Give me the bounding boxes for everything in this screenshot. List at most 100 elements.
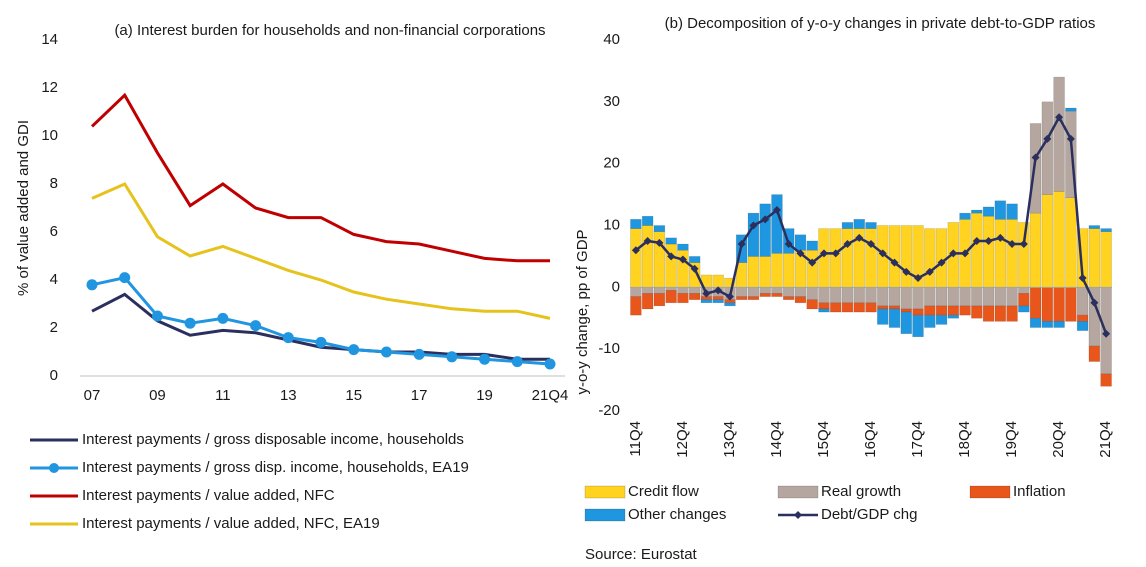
data-point (667, 252, 676, 261)
bar-segment (1029, 317, 1042, 328)
data-point (655, 238, 664, 247)
y-tick-label: 0 (612, 278, 620, 295)
bar-segment (1065, 197, 1077, 288)
legend-label: Other changes (628, 506, 726, 523)
bar-segment (1006, 305, 1018, 322)
bar-segment (877, 308, 889, 325)
data-point (1066, 134, 1075, 143)
bar-segment (747, 287, 760, 297)
x-tick-label: 14Q4 (768, 421, 785, 458)
bar-segment (841, 228, 854, 288)
bar-segment (1018, 293, 1030, 307)
y-tick-label: 2 (50, 319, 58, 336)
bar-segment (841, 222, 854, 229)
data-point (855, 233, 864, 242)
x-tick-label: 13Q4 (721, 421, 738, 458)
data-point (737, 240, 746, 249)
bar-segment (877, 305, 889, 310)
data-point (479, 353, 491, 365)
x-tick-label: 07 (84, 387, 101, 404)
bar-segment (900, 308, 912, 313)
bar-segment (888, 225, 901, 288)
data-line (91, 182, 551, 320)
bar-segment (924, 314, 936, 328)
legend-swatch (794, 511, 802, 519)
bar-segment (759, 256, 771, 288)
bar-segment (1006, 203, 1018, 220)
x-tick-label: 15 (345, 387, 362, 404)
bar-segment (712, 274, 724, 288)
bar-segment (935, 287, 948, 307)
bar-segment (982, 215, 995, 288)
data-point (1031, 153, 1040, 162)
bar-segment (630, 219, 642, 229)
x-tick-label: 19 (476, 387, 493, 404)
bar-segment (818, 302, 830, 310)
bar-segment (865, 222, 877, 229)
bar-segment (688, 256, 701, 263)
data-point (972, 236, 981, 245)
data-point (1043, 134, 1052, 143)
bar-segment (1041, 321, 1054, 328)
data-point (151, 310, 163, 322)
legend-label: Real growth (821, 483, 901, 500)
bar-segment (653, 287, 666, 294)
y-tick-label: 12 (41, 79, 58, 96)
bar-segment (782, 253, 795, 288)
data-point (1090, 298, 1099, 307)
bar-segment (900, 311, 912, 335)
bar-segment (724, 302, 736, 307)
bar-segment (782, 296, 795, 301)
bar-segment (1100, 231, 1112, 288)
bar-segment (747, 296, 760, 301)
bar-segment (971, 209, 983, 214)
y-tick-label: 10 (603, 216, 620, 233)
data-point (702, 289, 711, 298)
y-tick-label: -10 (598, 340, 620, 357)
bar-segment (865, 287, 877, 304)
data-point (217, 312, 229, 324)
bar-segment (1006, 287, 1018, 307)
legend-label: Interest payments / value added, NFC, EA… (82, 515, 380, 532)
bar-segment (771, 293, 783, 297)
bar-segment (641, 225, 654, 288)
bar-segment (830, 287, 842, 304)
bar-segment (912, 287, 924, 310)
data-point (1055, 113, 1064, 122)
bar-segment (947, 287, 960, 307)
bar-segment (971, 287, 983, 307)
legend-label: Interest payments / value added, NFC (82, 487, 335, 504)
chart-title: (b) Decomposition of y-o-y changes in pr… (664, 15, 1096, 32)
bar-segment (924, 228, 936, 288)
bar-segment (1018, 305, 1030, 313)
data-line (90, 92, 550, 263)
legend-label: Debt/GDP chg (821, 506, 917, 523)
bar-segment (888, 308, 901, 328)
bar-segment (653, 293, 666, 307)
bar-segment (971, 305, 983, 319)
bar-segment (888, 287, 901, 307)
bar-segment (630, 287, 642, 297)
data-point (1019, 240, 1028, 249)
legend-label: Interest payments / gross disp. income, … (82, 459, 469, 476)
x-tick-label: 17Q4 (909, 421, 926, 458)
bar-segment (1100, 228, 1112, 232)
bar-segment (806, 287, 818, 301)
bar-segment (630, 228, 642, 288)
data-point (413, 348, 425, 360)
source-note: Source: Eurostat (585, 546, 698, 563)
legend-label: Credit flow (628, 483, 699, 500)
y-tick-label: 0 (50, 367, 58, 384)
data-point (831, 249, 840, 258)
data-point (749, 221, 758, 230)
x-tick-label: 16Q4 (862, 421, 879, 458)
bar-segment (935, 305, 948, 316)
source-note: Source: Eurostat (40, 565, 153, 567)
data-point (678, 255, 687, 264)
bar-segment (818, 308, 830, 313)
bar-segment (630, 296, 642, 316)
bar-segment (700, 299, 713, 304)
x-tick-label: 21Q4 (532, 387, 569, 404)
data-point (544, 358, 556, 370)
bar-segment (1088, 228, 1101, 288)
